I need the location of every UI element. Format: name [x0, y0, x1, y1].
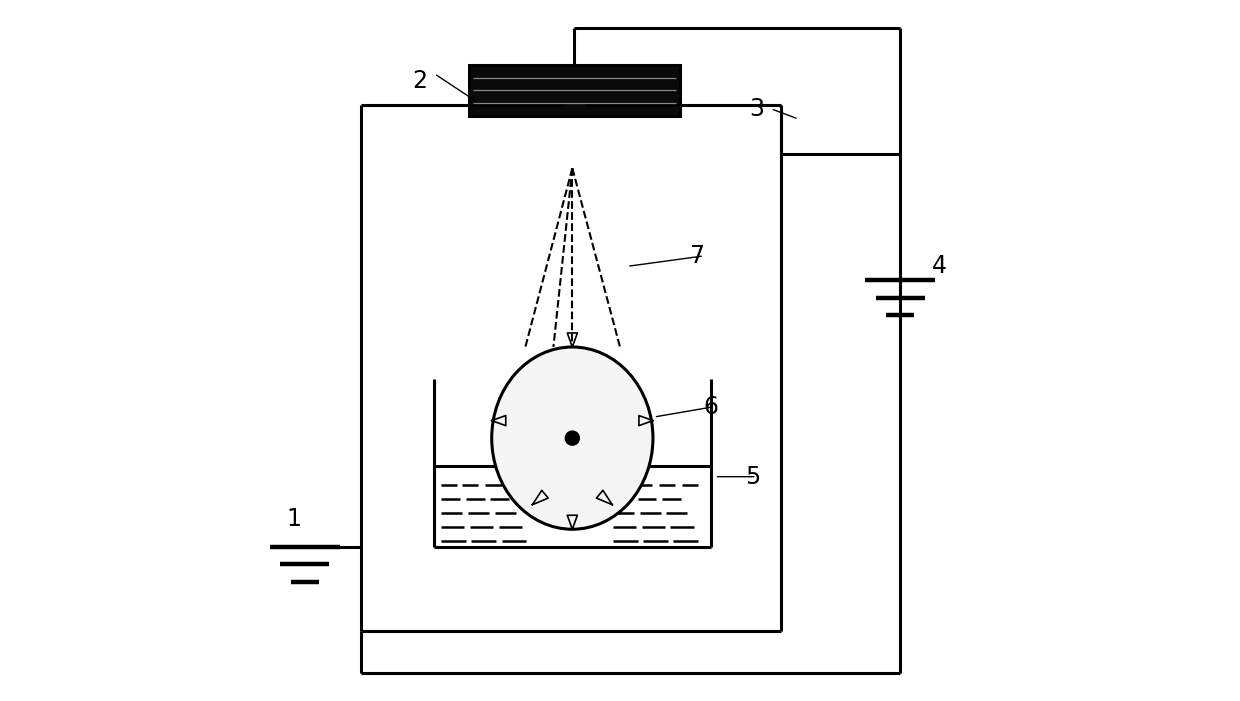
Text: 4: 4	[931, 254, 946, 278]
Text: 2: 2	[413, 69, 428, 93]
Text: 1: 1	[286, 507, 301, 531]
Text: 5: 5	[745, 465, 761, 489]
Ellipse shape	[492, 347, 653, 529]
Bar	[469, 65, 680, 116]
Text: 6: 6	[703, 395, 719, 418]
Text: 7: 7	[689, 244, 704, 268]
Text: 3: 3	[749, 97, 764, 121]
Circle shape	[565, 431, 579, 445]
